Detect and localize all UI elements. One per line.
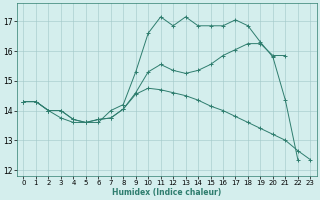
X-axis label: Humidex (Indice chaleur): Humidex (Indice chaleur) (112, 188, 221, 197)
